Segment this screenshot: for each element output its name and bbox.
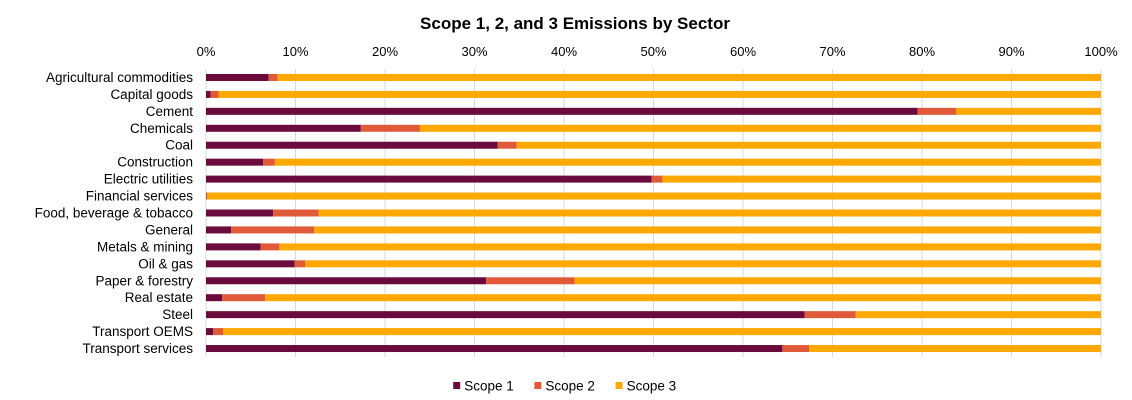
bar-segment-scope-2 [210, 90, 219, 98]
bar-segment-scope-3 [419, 124, 1101, 132]
category-label: Electric utilities [104, 172, 194, 187]
bar-segment-scope-2 [917, 107, 957, 115]
bar-segment-scope-3 [516, 141, 1101, 149]
x-tick-label: 100% [1084, 44, 1118, 59]
category-labels: Agricultural commodities Capital goods Cem… [35, 70, 194, 356]
x-tick-label: 20% [372, 44, 398, 59]
bar-segment-scope-3 [809, 345, 1101, 353]
bar-segment-scope-2 [782, 345, 810, 353]
x-tick-label: 80% [909, 44, 935, 59]
bar-segment-scope-3 [956, 107, 1101, 115]
x-tick-label: 70% [819, 44, 845, 59]
x-tick-label: 10% [282, 44, 308, 59]
legend-label: Scope 1 [464, 379, 514, 394]
category-label: Steel [162, 307, 193, 322]
legend-label: Scope 3 [627, 379, 677, 394]
bar-segment-scope-3 [223, 328, 1101, 336]
legend-label: Scope 2 [545, 379, 595, 394]
bar-segment-scope-1 [206, 124, 361, 132]
bar-segment-scope-1 [206, 175, 652, 183]
bar-segment-scope-2 [231, 226, 315, 234]
x-tick-label: 90% [998, 44, 1024, 59]
x-tick-label: 0% [197, 44, 216, 59]
bar-segment-scope-3 [855, 311, 1101, 319]
bar-segment-scope-2 [651, 175, 663, 183]
bar-segment-scope-2 [213, 328, 224, 336]
x-axis-tick-labels: 0% 10% 20% 30% 40% 50% 60% 70% 80% 90% 100% [197, 44, 1118, 59]
category-label: Oil & gas [138, 256, 193, 271]
legend-swatch [615, 382, 623, 389]
category-label: Capital goods [110, 87, 193, 102]
bar-segment-scope-1 [206, 209, 274, 217]
bar-segment-scope-3 [305, 260, 1102, 268]
bar-segment-scope-1 [206, 141, 498, 149]
category-label: Real estate [125, 290, 193, 305]
chart-title: Scope 1, 2, and 3 Emissions by Sector [420, 14, 730, 33]
bar-segment-scope-1 [206, 243, 261, 251]
bar-segment-scope-1 [206, 277, 487, 285]
bar-segment-scope-1 [206, 260, 295, 268]
category-label: Paper & forestry [95, 273, 193, 288]
legend-swatch [534, 382, 542, 389]
bar-segment-scope-2 [804, 311, 856, 319]
category-label: Transport services [82, 341, 193, 356]
x-tick-label: 60% [730, 44, 756, 59]
bars [206, 73, 1102, 353]
bar-segment-scope-1 [206, 311, 805, 319]
x-tick-label: 50% [640, 44, 666, 59]
bar-segment-scope-1 [206, 73, 269, 81]
bar-segment-scope-1 [206, 328, 214, 336]
bar-segment-scope-2 [268, 73, 278, 81]
x-tick-label: 30% [461, 44, 487, 59]
bar-segment-scope-1 [206, 158, 264, 166]
category-label: Chemicals [130, 121, 193, 136]
category-label: Metals & mining [97, 239, 193, 254]
category-label: Agricultural commodities [46, 70, 193, 85]
bar-segment-scope-2 [260, 243, 280, 251]
bar-segment-scope-2 [273, 209, 319, 217]
bar-segment-scope-2 [294, 260, 306, 268]
bar-segment-scope-3 [662, 175, 1101, 183]
bar-segment-scope-2 [486, 277, 575, 285]
bar-segment-scope-2 [263, 158, 275, 166]
bar-segment-scope-1 [206, 107, 918, 115]
bar-segment-scope-1 [206, 226, 232, 234]
bar-segment-scope-1 [206, 345, 783, 353]
bar-segment-scope-1 [206, 90, 211, 98]
x-tick-label: 40% [551, 44, 577, 59]
category-label: General [145, 222, 193, 237]
bar-segment-scope-2 [222, 294, 266, 302]
bar-segment-scope-2 [497, 141, 517, 149]
bar-segment-scope-2 [360, 124, 420, 132]
legend: Scope 1 Scope 2 Scope 3 [453, 379, 676, 394]
bar-segment-scope-3 [274, 158, 1101, 166]
bar-segment-scope-3 [218, 90, 1101, 98]
bar-segment-scope-3 [574, 277, 1101, 285]
legend-swatch [453, 382, 461, 389]
bar-segment-scope-3 [318, 209, 1101, 217]
bar-segment-scope-3 [277, 73, 1102, 81]
category-label: Transport OEMS [92, 324, 193, 339]
category-label: Construction [117, 155, 193, 170]
category-label: Cement [146, 104, 194, 119]
category-label: Financial services [86, 189, 194, 204]
bar-segment-scope-3 [279, 243, 1101, 251]
bar-segment-scope-3 [314, 226, 1101, 234]
bar-segment-scope-3 [265, 294, 1101, 302]
category-label: Food, beverage & tobacco [35, 206, 193, 221]
category-label: Coal [165, 138, 193, 153]
bar-segment-scope-1 [206, 294, 223, 302]
bar-segment-scope-3 [206, 192, 1101, 200]
